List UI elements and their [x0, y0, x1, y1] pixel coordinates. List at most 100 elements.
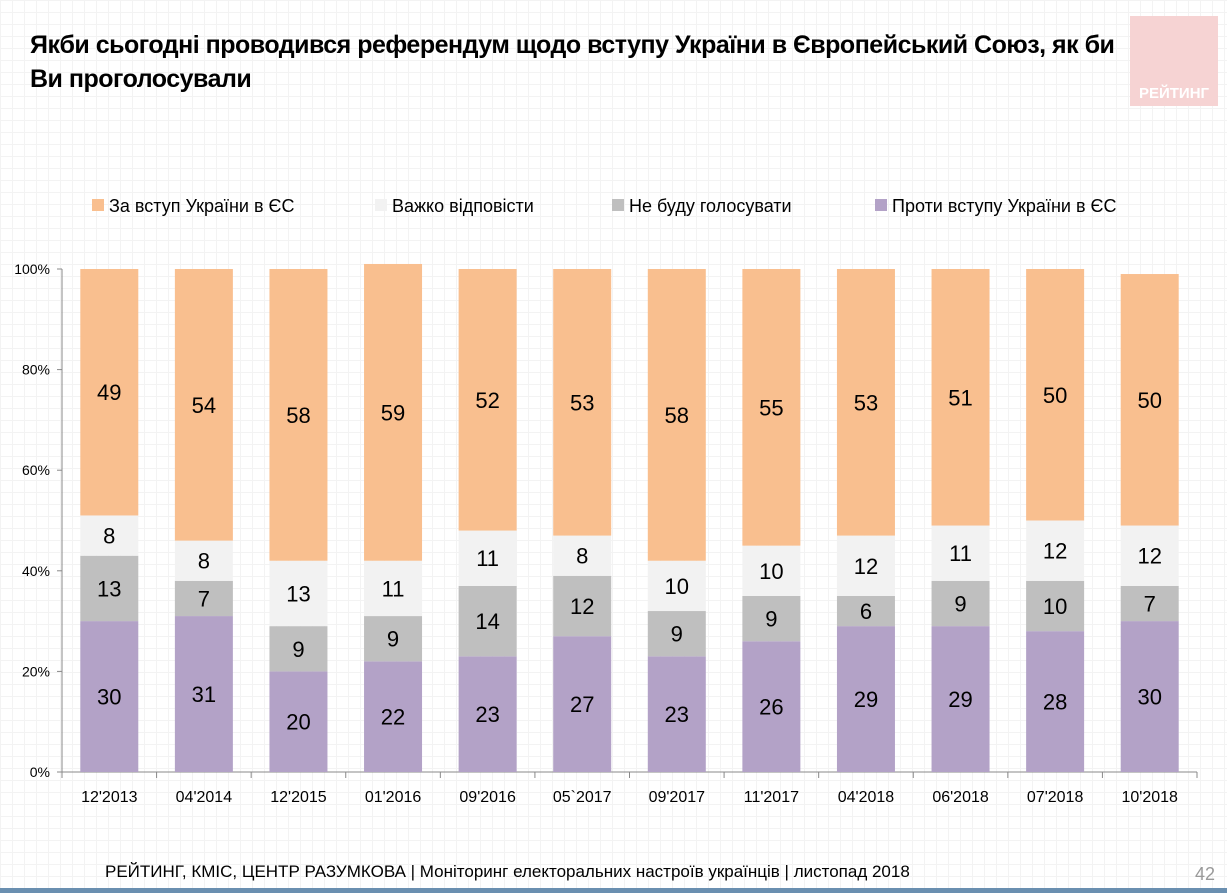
data-label: 11	[949, 541, 972, 566]
bar-segment	[80, 555, 139, 622]
data-label: 12	[570, 594, 594, 619]
bar-segment	[269, 269, 328, 561]
data-label: 13	[97, 576, 121, 601]
bar-segment	[1026, 580, 1085, 632]
bar-segment	[553, 269, 612, 536]
bar-segment	[80, 515, 139, 556]
bar-segment	[1026, 520, 1085, 581]
bar-segment	[364, 263, 423, 561]
bar-segment	[80, 269, 139, 516]
legend-label: За вступ України в ЄС	[109, 196, 294, 216]
data-label: 30	[97, 685, 121, 710]
x-tick-label: 06'2018	[932, 789, 989, 806]
x-tick-label: 10'2018	[1121, 789, 1178, 806]
data-label: 51	[948, 385, 972, 410]
data-label: 31	[192, 682, 216, 707]
y-tick-label: 100%	[14, 261, 50, 277]
data-label: 10	[759, 559, 783, 584]
data-label: 12	[1137, 544, 1161, 569]
data-label: 8	[103, 524, 115, 549]
data-label: 50	[1043, 383, 1067, 408]
x-tick-label: 09'2016	[459, 789, 516, 806]
data-label: 29	[948, 687, 972, 712]
bar-segment	[364, 560, 423, 617]
bar-segment	[458, 530, 517, 586]
footer-source: РЕЙТИНГ, КМІС, ЦЕНТР РАЗУМКОВА | Монітор…	[105, 862, 910, 881]
data-label: 8	[198, 549, 210, 574]
bar-segment	[836, 595, 895, 627]
bar-segment	[1120, 525, 1179, 586]
x-tick-label: 12'2013	[81, 789, 138, 806]
data-label: 53	[854, 390, 878, 415]
data-label: 58	[665, 403, 689, 428]
data-label: 9	[671, 622, 683, 647]
bar-segment	[742, 641, 801, 772]
data-label: 7	[1144, 591, 1156, 616]
bar-segment	[174, 580, 233, 617]
bar-segment	[1026, 631, 1085, 772]
data-label: 28	[1043, 690, 1067, 715]
data-label: 23	[665, 702, 689, 727]
logo-text: РЕЙТИНГ	[1138, 85, 1210, 102]
data-label: 30	[1137, 685, 1161, 710]
bar-segment	[836, 535, 895, 596]
data-label: 10	[1043, 594, 1067, 619]
legend-swatch	[612, 199, 624, 211]
data-label: 26	[759, 695, 783, 720]
x-tick-label: 09'2017	[649, 789, 706, 806]
bar-segment	[269, 626, 328, 672]
legend-label: Не буду голосувати	[629, 196, 792, 216]
bar-segment	[836, 626, 895, 772]
bar-segment	[174, 540, 233, 581]
data-label: 52	[475, 388, 499, 413]
chart-title: Якби сьогодні проводився референдум щодо…	[30, 31, 1115, 93]
data-label: 53	[570, 390, 594, 415]
data-label: 29	[854, 687, 878, 712]
y-tick-label: 0%	[30, 764, 50, 780]
rating-logo: РЕЙТИНГ	[1130, 16, 1218, 106]
data-label: 7	[198, 586, 210, 611]
bar-segment	[553, 575, 612, 637]
data-label: 13	[286, 581, 310, 606]
bar-segment	[269, 560, 328, 627]
data-label: 10	[665, 574, 689, 599]
bar-segment	[174, 269, 233, 541]
x-tick-label: 07'2018	[1027, 789, 1084, 806]
bar-segment	[458, 656, 517, 772]
data-label: 50	[1137, 388, 1161, 413]
data-label: 9	[387, 627, 399, 652]
bar-segment	[269, 671, 328, 772]
legend-label: Важко відповісти	[392, 196, 534, 216]
bar-segment	[174, 616, 233, 772]
data-label: 22	[381, 705, 405, 730]
data-label: 59	[381, 400, 405, 425]
bar-segment	[1120, 585, 1179, 622]
data-label: 58	[286, 403, 310, 428]
bar-segment	[1120, 621, 1179, 772]
page-number: 42	[1194, 864, 1215, 884]
y-tick-label: 20%	[22, 663, 50, 679]
y-tick-label: 40%	[22, 563, 50, 579]
bar-segment	[931, 626, 990, 772]
bar-segment	[1026, 269, 1085, 521]
data-label: 20	[286, 710, 310, 735]
legend-label: Проти вступу України в ЄС	[892, 196, 1116, 216]
data-label: 23	[475, 702, 499, 727]
data-label: 27	[570, 692, 594, 717]
bar-segment	[931, 525, 990, 581]
x-tick-label: 04'2018	[838, 789, 895, 806]
bar-segment	[647, 560, 706, 612]
data-label: 6	[860, 599, 872, 624]
bar-segment	[458, 585, 517, 657]
bar-segment	[553, 535, 612, 576]
data-label: 54	[192, 393, 216, 418]
data-label: 8	[576, 544, 588, 569]
bar-segment	[742, 595, 801, 642]
bar-segment	[647, 656, 706, 772]
x-tick-label: 01'2016	[365, 789, 422, 806]
data-label: 14	[475, 609, 499, 634]
bar-segment	[553, 636, 612, 772]
data-label: 55	[759, 395, 783, 420]
x-tick-label: 04'2014	[176, 789, 233, 806]
